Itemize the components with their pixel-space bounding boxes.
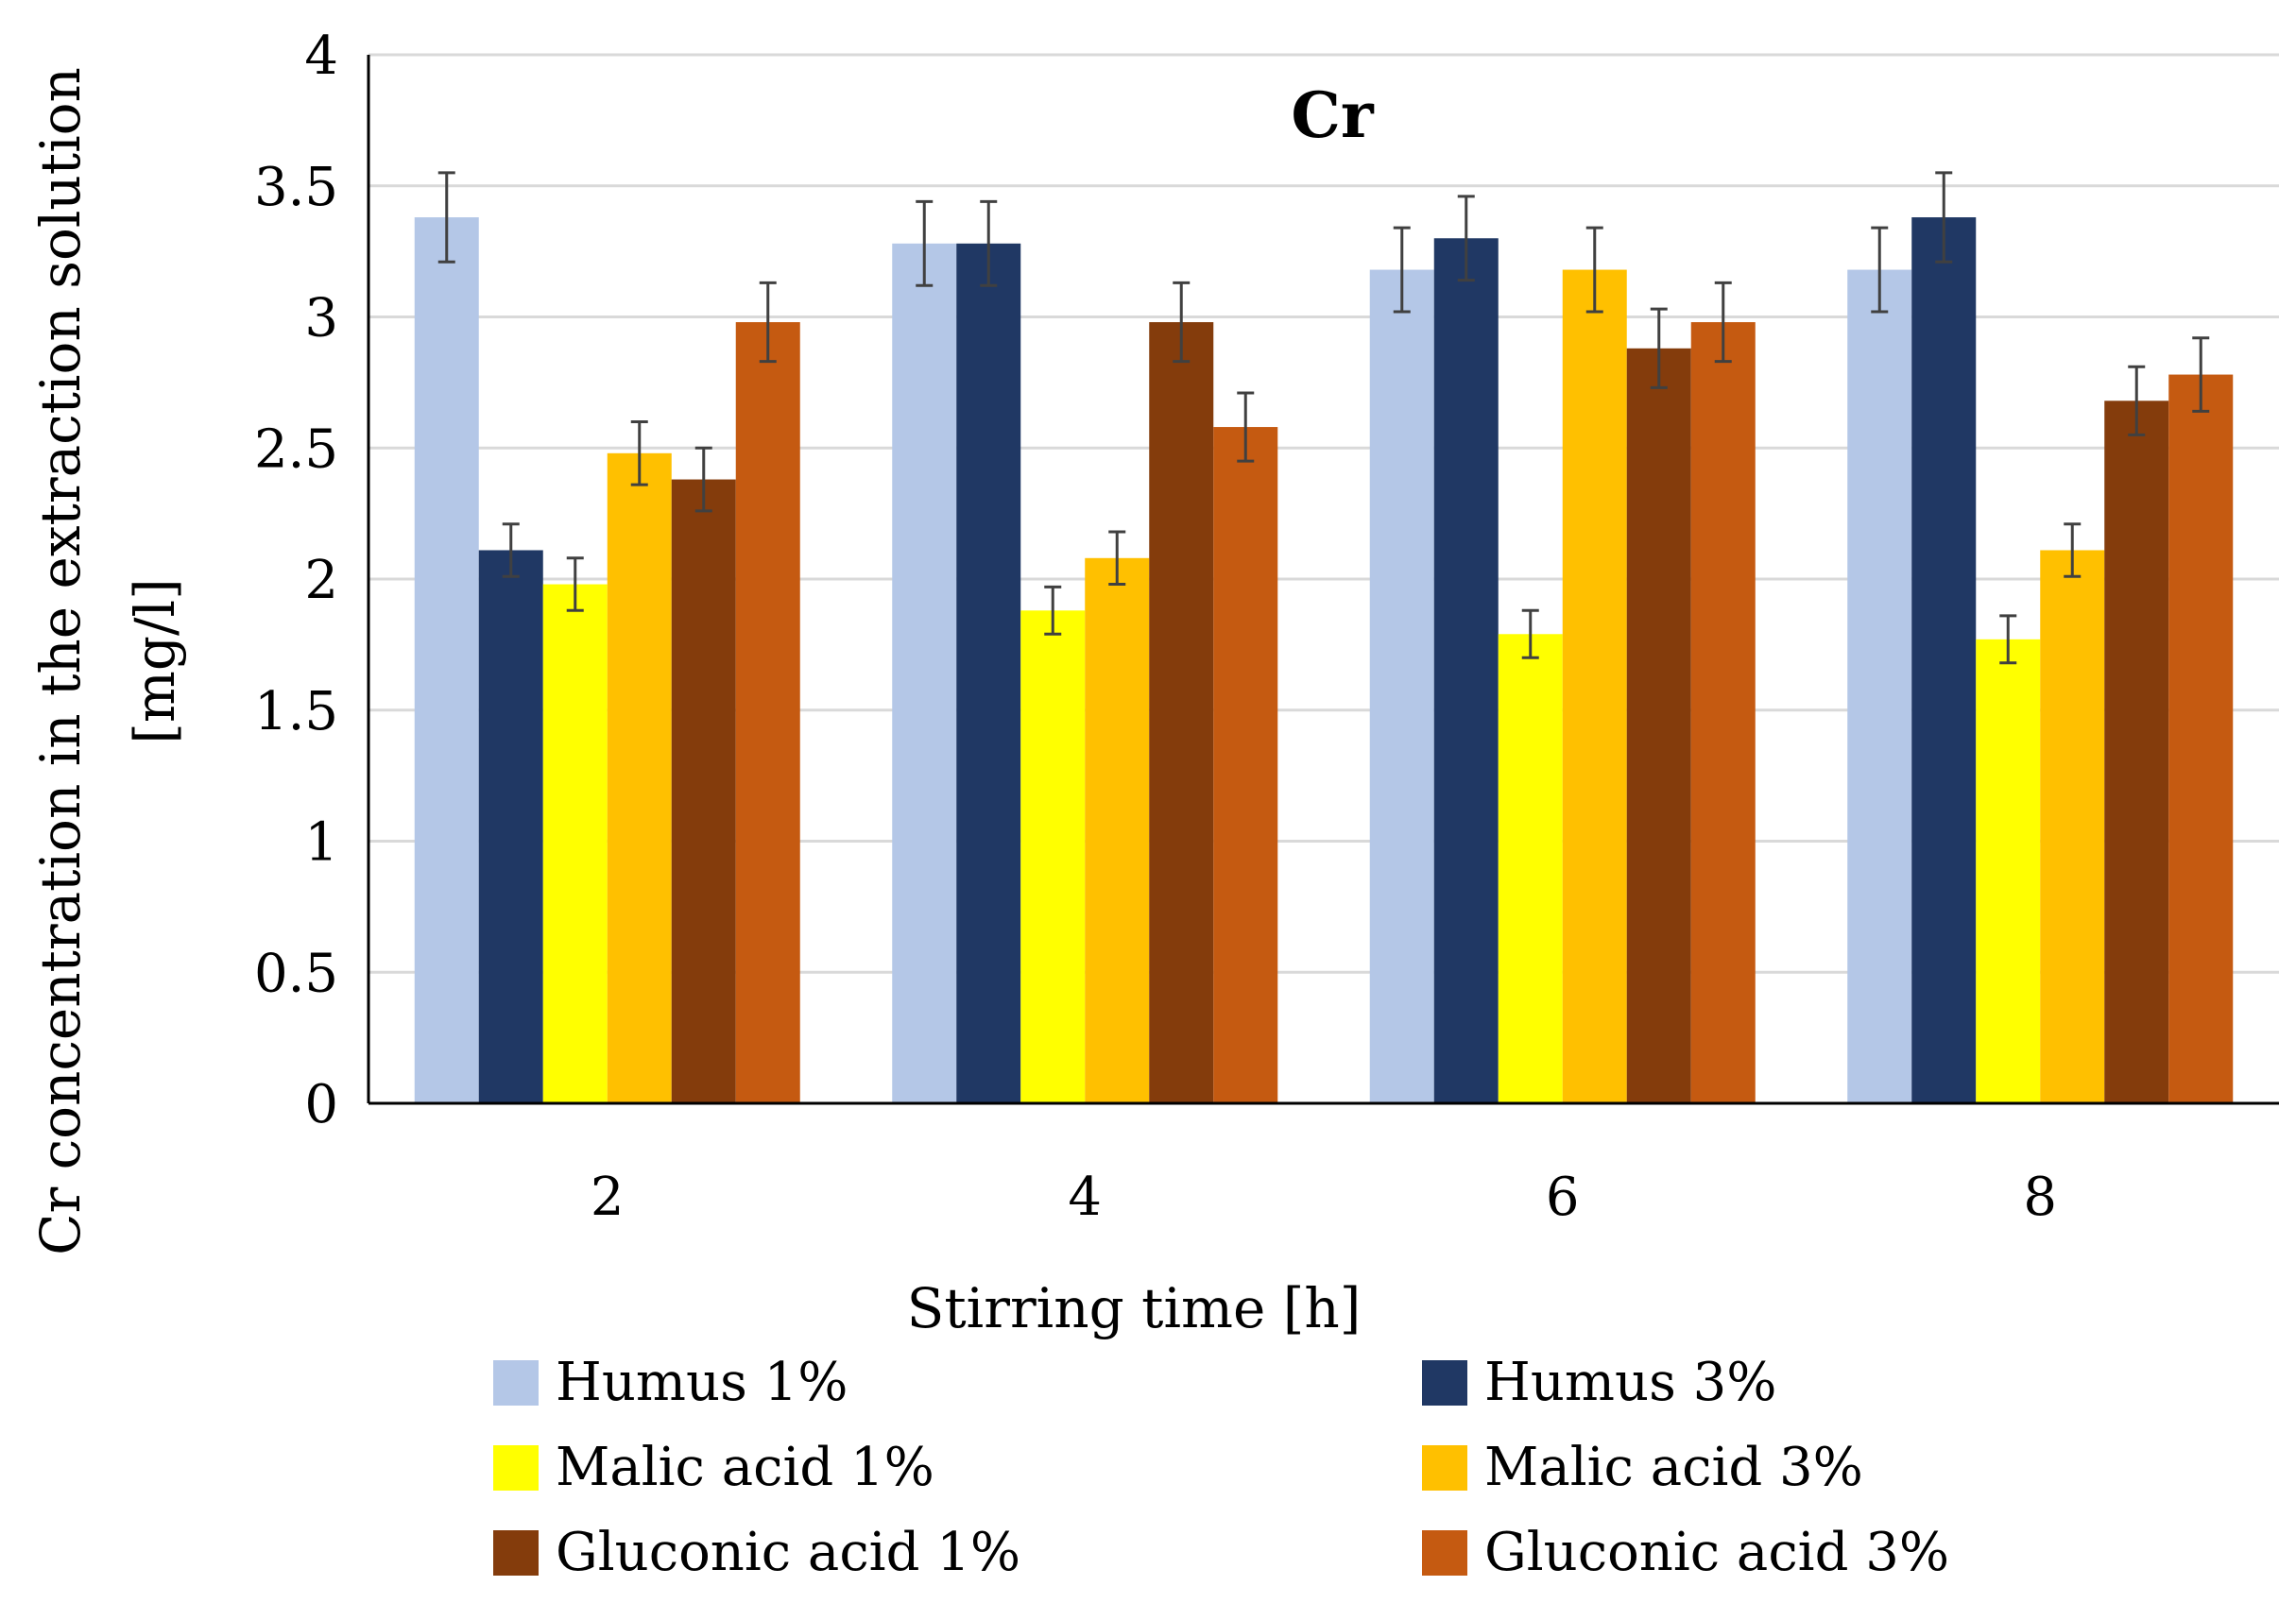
legend-swatch — [1422, 1445, 1467, 1491]
y-tick-labels: 0 0.5 1 1.5 2 2.5 3 3.5 4 — [254, 26, 338, 1135]
bar-humus-1-4h — [892, 243, 957, 1103]
error-bar — [1393, 226, 1411, 314]
legend-item: Malic acid 1% — [493, 1437, 934, 1498]
legend-swatch — [493, 1530, 539, 1576]
bar-humus-1-8h — [1847, 269, 1912, 1103]
y-tick-label: 0 — [304, 1074, 338, 1135]
bar-humus-3-2h — [478, 550, 543, 1103]
bar-humus-3-6h — [1433, 238, 1499, 1103]
x-tick-labels: 2 4 6 8 — [591, 1167, 2057, 1228]
y-tick-label: 4 — [304, 26, 338, 87]
y-axis-unit: [mg/l] — [123, 578, 187, 743]
legend-swatch — [1422, 1360, 1467, 1406]
bar-humus-1-2h — [414, 217, 479, 1104]
bar-gluconic-acid-3-6h — [1690, 322, 1756, 1103]
y-tick-label: 1.5 — [254, 681, 338, 742]
error-bar — [2064, 522, 2082, 578]
axes — [367, 55, 2279, 1105]
error-bar — [980, 199, 998, 287]
chart-title: Cr — [1291, 78, 1375, 152]
y-tick-label: 3 — [304, 288, 338, 350]
x-tick-label: 6 — [1546, 1167, 1580, 1228]
legend-swatch — [493, 1445, 539, 1491]
legend: Humus 1% Humus 3% Malic acid 1% Malic acid … — [493, 1352, 1949, 1583]
error-bar — [759, 281, 777, 364]
bar-malic-acid-1-4h — [1020, 610, 1086, 1103]
error-bar — [1237, 391, 1255, 463]
error-bar — [630, 420, 648, 486]
bar-gluconic-acid-3-8h — [2168, 374, 2234, 1103]
error-bar — [1457, 195, 1475, 282]
bar-gluconic-acid-1-2h — [671, 479, 736, 1103]
error-bar — [1521, 608, 1539, 659]
error-bar — [1585, 226, 1603, 314]
y-tick-label: 2 — [304, 550, 338, 611]
legend-item: Malic acid 3% — [1422, 1437, 1863, 1498]
x-tick-label: 4 — [1068, 1167, 1102, 1228]
y-axis-title: Cr concentration in the extraction solut… — [28, 67, 93, 1255]
error-bar — [2128, 365, 2146, 436]
bar-humus-3-8h — [1911, 217, 1977, 1104]
legend-item: Humus 1% — [493, 1352, 848, 1413]
legend-item: Humus 3% — [1422, 1352, 1776, 1413]
bar-malic-acid-3-8h — [2040, 550, 2105, 1103]
error-bar — [502, 522, 520, 578]
x-axis-title: Stirring time [h] — [907, 1276, 1362, 1340]
error-bar — [694, 446, 712, 513]
error-bar — [1999, 614, 2017, 665]
error-bar — [1108, 530, 1126, 587]
legend-item: Gluconic acid 3% — [1422, 1522, 1949, 1583]
legend-label: Humus 1% — [556, 1352, 848, 1413]
bar-humus-3-4h — [956, 243, 1021, 1103]
legend-label: Malic acid 1% — [556, 1437, 934, 1498]
legend-label: Gluconic acid 1% — [556, 1522, 1020, 1583]
x-tick-label: 2 — [591, 1167, 625, 1228]
error-bar — [1714, 281, 1732, 364]
error-bar — [1871, 226, 1889, 314]
error-bar — [1173, 281, 1191, 364]
error-bar — [2192, 336, 2210, 413]
bar-gluconic-acid-1-4h — [1149, 322, 1214, 1103]
bar-malic-acid-3-4h — [1085, 557, 1150, 1103]
legend-label: Humus 3% — [1484, 1352, 1776, 1413]
bar-gluconic-acid-3-4h — [1213, 427, 1278, 1103]
error-bars — [437, 171, 2210, 665]
bar-malic-acid-1-2h — [542, 584, 608, 1103]
y-tick-label: 0.5 — [254, 943, 338, 1004]
legend-swatch — [1422, 1530, 1467, 1576]
error-bar — [566, 556, 584, 612]
y-tick-label: 2.5 — [254, 418, 338, 480]
error-bar — [916, 199, 934, 287]
error-bar — [437, 171, 455, 264]
legend-swatch — [493, 1360, 539, 1406]
bar-gluconic-acid-1-8h — [2104, 401, 2169, 1103]
error-bar — [1044, 585, 1062, 636]
y-tick-label: 3.5 — [254, 157, 338, 218]
legend-label: Gluconic acid 3% — [1484, 1522, 1949, 1583]
bar-malic-acid-1-6h — [1498, 634, 1563, 1103]
bar-malic-acid-3-6h — [1562, 269, 1627, 1103]
bar-gluconic-acid-1-6h — [1626, 348, 1691, 1103]
error-bar — [1650, 307, 1668, 389]
bars — [414, 217, 2234, 1104]
bar-humus-1-6h — [1369, 269, 1434, 1103]
error-bar — [1935, 171, 1953, 264]
bar-malic-acid-1-8h — [1976, 639, 2041, 1103]
y-tick-label: 1 — [304, 812, 338, 874]
bar-gluconic-acid-3-2h — [735, 322, 800, 1103]
x-tick-label: 8 — [2023, 1167, 2057, 1228]
bar-malic-acid-3-2h — [607, 452, 672, 1103]
legend-item: Gluconic acid 1% — [493, 1522, 1020, 1583]
legend-label: Malic acid 3% — [1484, 1437, 1863, 1498]
